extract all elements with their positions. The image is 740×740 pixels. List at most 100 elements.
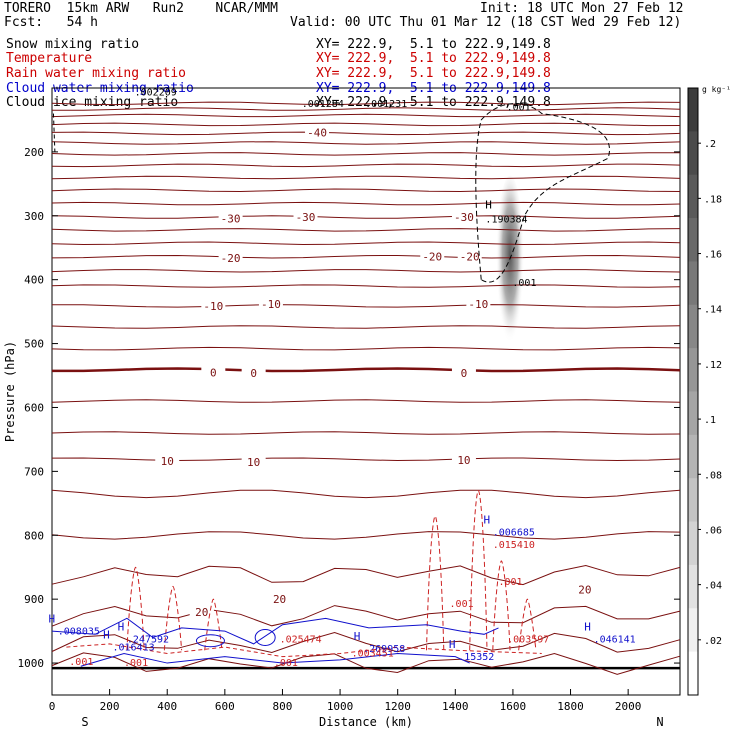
- isotherm-label-bg: [420, 250, 445, 263]
- isotherm-line: [51, 304, 681, 308]
- rain-value-label: .001: [69, 657, 93, 668]
- colorbar-swatch: [688, 434, 698, 479]
- rain-contour: [66, 643, 542, 658]
- isotherm-label-bg: [466, 297, 491, 310]
- cloud-water-value-label: .15352: [458, 652, 494, 663]
- isotherm-label-bg: [305, 126, 330, 139]
- isotherm-label-bg: [218, 251, 243, 264]
- colorbar-swatch: [688, 88, 698, 132]
- isotherm-line: [51, 175, 681, 180]
- isotherm-line: [51, 631, 681, 654]
- isotherm-line: [51, 489, 681, 499]
- isotherm-line: [51, 241, 681, 246]
- ice-value-label: .001231: [365, 99, 407, 110]
- colorbar-swatch: [688, 131, 698, 176]
- y-tick-label: 700: [24, 465, 44, 478]
- isotherm-label-bg: [267, 593, 292, 606]
- rain-value-label: .001: [124, 658, 148, 669]
- colorbar-label: .16: [704, 250, 722, 261]
- cloud-water-value-label: .046141: [594, 635, 636, 646]
- cloud-water-max-marker: H: [103, 628, 110, 641]
- colorbar-swatch: [688, 478, 698, 523]
- isotherm-label: 20: [195, 606, 208, 619]
- isotherm-label: 10: [247, 456, 260, 469]
- field-xy-snow: XY= 222.9, 5.1 to 222.9,149.8: [316, 37, 551, 52]
- y-tick-label: 800: [24, 529, 44, 542]
- isotherm-label: -10: [261, 298, 281, 311]
- colorbar-label: .18: [704, 194, 722, 205]
- isotherm-label-bg: [258, 297, 283, 310]
- y-tick-label: 500: [24, 338, 44, 351]
- isotherm-line: [51, 163, 681, 168]
- isotherm-label: -20: [460, 251, 480, 264]
- cloud-water-contour: [254, 628, 276, 646]
- isotherm-label-bg: [189, 605, 214, 618]
- colorbar-swatch: [688, 651, 698, 696]
- colorbar-label: .12: [704, 360, 722, 371]
- isotherm-label: 0: [461, 367, 468, 380]
- rain-contour: [518, 598, 537, 651]
- field-label-temperature: Temperature: [6, 51, 93, 66]
- colorbar-swatch: [688, 348, 698, 392]
- isotherm-label-bg: [241, 455, 266, 468]
- y-axis-title: Pressure (hPa): [3, 341, 17, 442]
- x-tick-label: 1000: [327, 700, 354, 713]
- isotherm-line: [51, 201, 681, 206]
- isotherm-label: 10: [457, 454, 470, 467]
- isotherm-label: -30: [454, 211, 474, 224]
- isotherm-label: 10: [161, 455, 174, 468]
- x-tick-label: 400: [157, 700, 177, 713]
- x-axis-title: Distance (km): [319, 715, 413, 729]
- cloud-ice-contour: [52, 113, 56, 152]
- isotherm-line: [51, 284, 681, 288]
- isotherm-label-bg: [218, 212, 243, 225]
- rain-contour: [492, 560, 511, 651]
- rain-value-label: .001: [499, 577, 523, 588]
- rain-value-label: .001: [274, 658, 298, 669]
- isotherm-line: [51, 215, 681, 219]
- cloud-water-value-label: .247592: [127, 635, 169, 646]
- isotherm-label-bg: [451, 453, 476, 466]
- isotherm-label-bg: [201, 366, 226, 379]
- ice-value-label: .001: [512, 278, 536, 289]
- colorbar-swatch: [688, 564, 698, 609]
- isotherm-line: [51, 431, 681, 435]
- x-tick-label: 1800: [557, 700, 584, 713]
- isotherm-label-bg: [155, 455, 180, 468]
- x-tick-label: 1600: [500, 700, 527, 713]
- south-end-label: S: [81, 715, 88, 729]
- isotherm-line: [51, 122, 681, 127]
- cloud-water-contour: [195, 634, 225, 648]
- cloud-water-max-marker: H: [584, 621, 591, 634]
- rain-contour: [469, 490, 488, 651]
- rain-contour: [126, 566, 145, 651]
- x-tick-label: 600: [215, 700, 235, 713]
- x-tick-label: 2000: [615, 700, 642, 713]
- cloud-water-value-label: .008035: [58, 626, 100, 637]
- cloud-water-max-marker: H: [118, 621, 125, 634]
- isotherm-line: [51, 457, 681, 462]
- ice-value-label: .001284: [302, 99, 344, 110]
- isotherm-label: -30: [296, 211, 316, 224]
- isotherm-line: [51, 254, 681, 259]
- cloud-water-max-marker: H: [483, 513, 490, 526]
- isotherm-label-bg: [451, 211, 476, 224]
- colorbar-swatch: [688, 391, 698, 436]
- cloud-water-max-marker: H: [48, 612, 55, 625]
- rain-value-label: .003597: [507, 635, 549, 646]
- rain-value-label: .003451: [352, 649, 394, 660]
- ice-value-label: .001: [507, 102, 531, 113]
- isotherm-line: [51, 269, 681, 273]
- colorbar-label: .14: [704, 305, 722, 316]
- isotherm-line: [51, 141, 681, 145]
- colorbar-swatch: [688, 304, 698, 349]
- rain-contour: [425, 515, 445, 651]
- ice-value-label: .002209: [135, 88, 177, 99]
- isotherm-line: [51, 101, 681, 106]
- isotherm-label: -10: [468, 298, 488, 311]
- isotherm-label: 0: [250, 367, 257, 380]
- isotherm-line: [51, 113, 681, 118]
- isotherm-line: [51, 325, 681, 329]
- isotherm-label-bg: [201, 299, 226, 312]
